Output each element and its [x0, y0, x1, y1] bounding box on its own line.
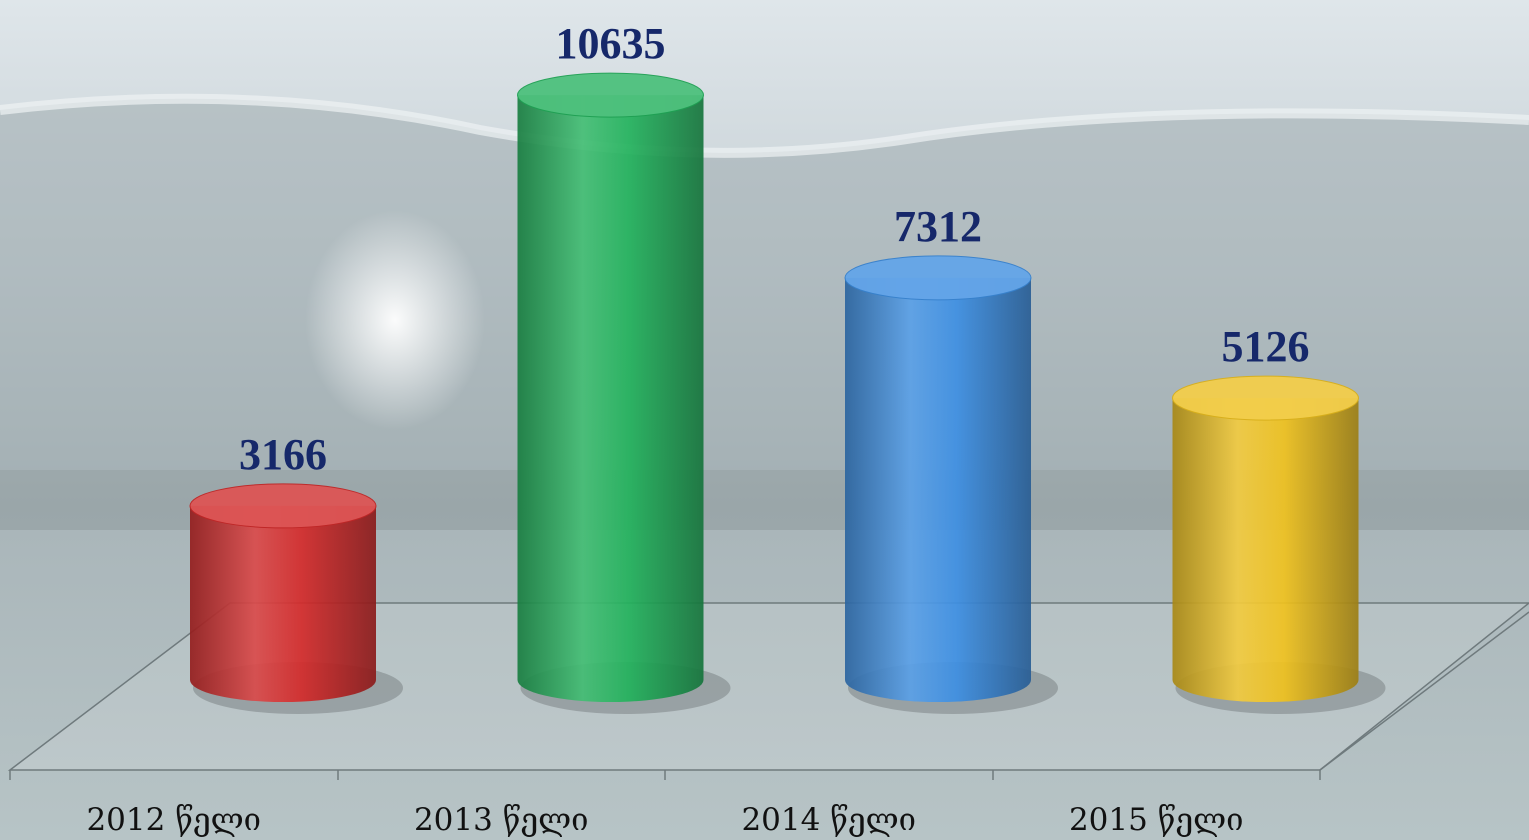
x-tick-label: 2013 წელი — [414, 802, 589, 838]
bar-top — [189, 483, 377, 529]
bar — [1172, 398, 1359, 702]
building-roof — [0, 93, 1529, 158]
bar-top — [844, 255, 1032, 301]
floor — [7, 602, 1529, 771]
data-label: 7312 — [894, 202, 982, 251]
bar — [190, 505, 376, 702]
bar-top — [1172, 375, 1359, 421]
floor-edge — [1319, 611, 1529, 771]
x-tick-label: 2014 წელი — [741, 802, 916, 838]
x-tick-label: 2012 წელი — [86, 802, 261, 838]
data-label: 5126 — [1222, 322, 1310, 371]
bar — [845, 277, 1031, 702]
bar — [517, 95, 704, 702]
data-label: 3166 — [239, 430, 327, 479]
bar-top — [517, 72, 704, 118]
x-ticks — [9, 770, 1321, 780]
data-label: 10635 — [556, 19, 666, 68]
x-tick-label: 2015 წელი — [1069, 802, 1244, 838]
light-glare — [305, 210, 485, 430]
